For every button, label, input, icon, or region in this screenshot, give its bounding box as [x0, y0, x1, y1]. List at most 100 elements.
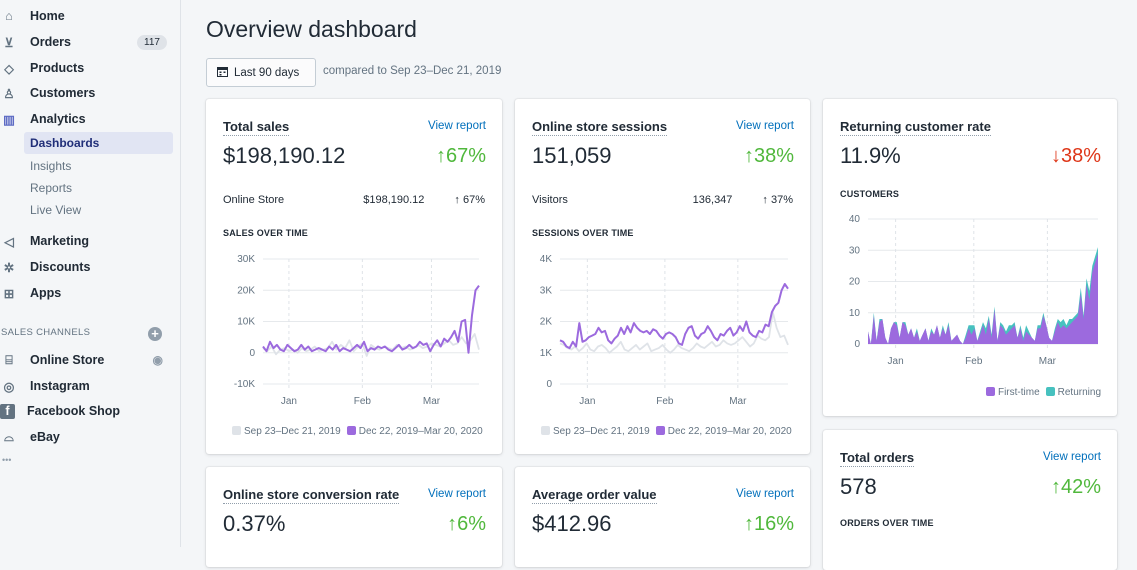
chart-label: ORDERS OVER TIME: [840, 518, 934, 528]
y-tick-label: 20K: [237, 285, 255, 296]
page-title: Overview dashboard: [206, 16, 417, 42]
apps-icon: ⊞: [3, 286, 15, 301]
legend-swatch-current: [346, 426, 356, 435]
legend-previous: Sep 23–Dec 21, 2019: [553, 426, 650, 437]
sidebar-subitem-insights[interactable]: Insights: [30, 159, 72, 173]
x-tick-label: Feb: [354, 396, 372, 407]
main-content: Overview dashboard Last 90 days compared…: [181, 0, 1137, 570]
sidebar-item-label: Orders: [30, 35, 71, 49]
breakdown-row: Online Store $198,190.12 ↑ 67%: [223, 194, 485, 206]
sidebar-item-orders[interactable]: ⊻ Orders 117: [0, 31, 175, 53]
view-report-link[interactable]: View report: [736, 488, 794, 500]
metric-change: ↑16%: [743, 513, 794, 535]
legend-previous: Sep 23–Dec 21, 2019: [244, 426, 341, 437]
total-sales-card: Total sales View report $198,190.12 ↑67%…: [206, 99, 502, 454]
store-icon: ⌸: [5, 352, 13, 367]
sidebar-item-home[interactable]: ⌂ Home: [0, 5, 175, 27]
legend-first-time: First-time: [997, 387, 1040, 398]
y-tick-label: -10K: [234, 379, 255, 390]
conversion-rate-card: Online store conversion rate View report…: [206, 467, 502, 567]
eye-icon[interactable]: ◉: [152, 353, 163, 367]
person-icon: ♙: [3, 86, 15, 101]
card-title: Average order value: [532, 487, 657, 504]
legend-swatch-returning: [1045, 387, 1055, 396]
x-tick-label: Feb: [656, 396, 674, 407]
comparison-text: compared to Sep 23–Dec 21, 2019: [323, 65, 502, 77]
y-tick-label: 0: [249, 348, 255, 359]
y-tick-label: 30: [849, 245, 861, 256]
bar-chart-icon: ▥: [3, 112, 15, 127]
y-tick-label: 40: [849, 214, 861, 225]
row-change: ↑ 67%: [454, 194, 485, 206]
sidebar-subitem-reports[interactable]: Reports: [30, 181, 73, 195]
view-report-link[interactable]: View report: [1043, 451, 1101, 463]
x-tick-label: Mar: [1039, 356, 1057, 367]
sidebar-item-ebay[interactable]: ⌓ eBay: [0, 426, 175, 448]
x-tick-label: Feb: [965, 356, 983, 367]
customers-chart: 40 30 20 10 0 Jan Feb Mar: [849, 214, 1098, 367]
y-tick-label: 4K: [540, 254, 553, 265]
date-range-label: Last 90 days: [234, 66, 300, 79]
sidebar-item-customers[interactable]: ♙ Customers: [0, 82, 175, 104]
add-channel-icon[interactable]: +: [148, 327, 162, 341]
view-report-link[interactable]: View report: [428, 488, 486, 500]
card-title: Online store conversion rate: [223, 487, 400, 504]
breakdown-row: Visitors 136,347 ↑ 37%: [532, 194, 793, 206]
sidebar-item-label: eBay: [30, 430, 60, 444]
metric-value: 11.9%: [840, 143, 901, 168]
view-report-link[interactable]: View report: [428, 120, 486, 132]
y-tick-label: 30K: [237, 254, 255, 265]
row-label: Visitors: [532, 194, 568, 206]
returning-customer-card: Returning customer rate 11.9% ↓38% CUSTO…: [823, 99, 1117, 416]
view-report-link[interactable]: View report: [736, 120, 794, 132]
legend-current: Dec 22, 2019–Mar 20, 2020: [358, 426, 483, 437]
metric-change: ↑6%: [447, 513, 486, 535]
sidebar-item-discounts[interactable]: ✲ Discounts: [0, 256, 175, 278]
sidebar-item-instagram[interactable]: ◎ Instagram: [0, 375, 175, 397]
card-title: Online store sessions: [532, 119, 668, 136]
average-order-value-card: Average order value View report $412.96 …: [515, 467, 810, 567]
sidebar-item-label: Instagram: [30, 379, 90, 393]
sidebar-item-analytics[interactable]: ▥ Analytics: [0, 108, 175, 130]
total-orders-card: Total orders View report 578 ↑42% ORDERS…: [823, 430, 1117, 570]
sidebar-item-marketing[interactable]: ◁ Marketing: [0, 230, 175, 252]
y-tick-label: 10K: [237, 317, 255, 328]
x-tick-label: Jan: [281, 396, 297, 407]
y-tick-label: 0: [854, 339, 860, 350]
card-title: Total orders: [840, 450, 915, 467]
legend-current: Dec 22, 2019–Mar 20, 2020: [667, 426, 792, 437]
sidebar: ⌂ Home ⊻ Orders 117 ◇ Products ♙ Customers ▥ Analy…: [0, 0, 181, 547]
row-value: $198,190.12: [363, 194, 425, 206]
sidebar-item-products[interactable]: ◇ Products: [0, 57, 175, 79]
sidebar-subitem-dashboards[interactable]: Dashboards: [24, 132, 173, 154]
series-line-previous: [559, 311, 789, 354]
sidebar-item-label: Analytics: [30, 112, 86, 126]
series-line-previous: [262, 333, 480, 357]
sidebar-item-label: Facebook Shop: [27, 404, 121, 418]
sidebar-item-apps[interactable]: ⊞ Apps: [0, 282, 175, 304]
sidebar-item-label: Apps: [30, 286, 62, 300]
y-tick-label: 10: [849, 308, 861, 319]
legend-swatch-first-time: [985, 387, 995, 396]
x-tick-label: Mar: [729, 396, 747, 407]
chart-label: SESSIONS OVER TIME: [532, 228, 634, 238]
calendar-icon: [217, 66, 228, 80]
metric-change: ↑38%: [743, 145, 794, 167]
sidebar-subitem-live-view[interactable]: Live View: [30, 203, 82, 217]
y-tick-label: 1K: [540, 348, 553, 359]
bag-icon: ⌓: [4, 429, 14, 444]
sidebar-item-facebook-shop[interactable]: f Facebook Shop: [0, 400, 175, 422]
metric-value: $198,190.12: [223, 143, 346, 168]
y-tick-label: 3K: [540, 285, 553, 296]
x-tick-label: Jan: [888, 356, 904, 367]
date-range-button[interactable]: Last 90 days: [206, 58, 316, 87]
y-tick-label: 20: [849, 277, 861, 288]
series-line-current: [559, 283, 789, 350]
orders-count-badge: 117: [137, 34, 167, 50]
chart-label: SALES OVER TIME: [223, 228, 309, 238]
sidebar-item-label: Marketing: [30, 234, 90, 248]
metric-value: $412.96: [532, 511, 612, 536]
sidebar-item-online-store[interactable]: ⌸ Online Store ◉: [0, 349, 175, 371]
sidebar-item-label: Products: [30, 61, 85, 75]
more-icon[interactable]: •••: [2, 455, 12, 465]
